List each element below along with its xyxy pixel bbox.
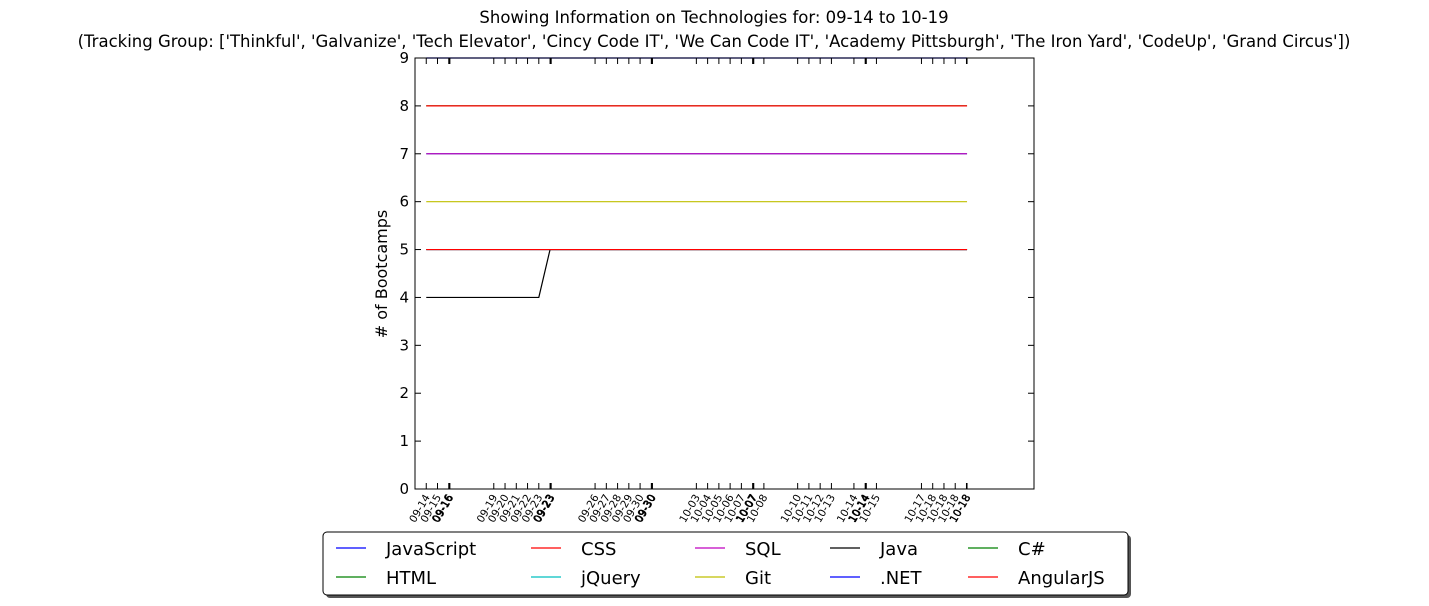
legend-label: Git bbox=[745, 568, 771, 589]
legend-label: CSS bbox=[581, 539, 616, 560]
y-tick-label: 9 bbox=[399, 49, 409, 67]
y-tick-label: 0 bbox=[399, 480, 409, 498]
chart-title: Showing Information on Technologies for:… bbox=[479, 8, 948, 27]
y-tick-label: 7 bbox=[399, 145, 409, 163]
legend-label: JavaScript bbox=[385, 539, 476, 560]
y-tick-label: 6 bbox=[399, 193, 409, 211]
y-tick-label: 5 bbox=[399, 241, 409, 259]
plot-frame bbox=[414, 57, 1035, 490]
legend-label: .NET bbox=[880, 568, 923, 589]
legend-box bbox=[322, 531, 1129, 596]
y-tick-label: 1 bbox=[399, 432, 409, 450]
plot-background bbox=[415, 58, 1034, 489]
legend: JavaScript HTML CSS jQuery SQL Git Java .NET C# A… bbox=[322, 531, 1131, 598]
legend-label: HTML bbox=[386, 568, 436, 589]
y-tick-label: 3 bbox=[399, 336, 409, 354]
y-axis-label: # of Bootcamps bbox=[372, 210, 391, 339]
y-tick-label: 2 bbox=[399, 384, 409, 402]
legend-label: C# bbox=[1018, 539, 1046, 560]
chart-subtitle: (Tracking Group: ['Thinkful', 'Galvanize… bbox=[78, 32, 1351, 51]
legend-label: jQuery bbox=[580, 568, 641, 589]
legend-label: Java bbox=[879, 539, 918, 560]
y-tick-label: 8 bbox=[399, 97, 409, 115]
legend-label: SQL bbox=[745, 539, 781, 560]
y-tick-label: 4 bbox=[399, 288, 409, 306]
legend-label: AngularJS bbox=[1018, 568, 1105, 589]
